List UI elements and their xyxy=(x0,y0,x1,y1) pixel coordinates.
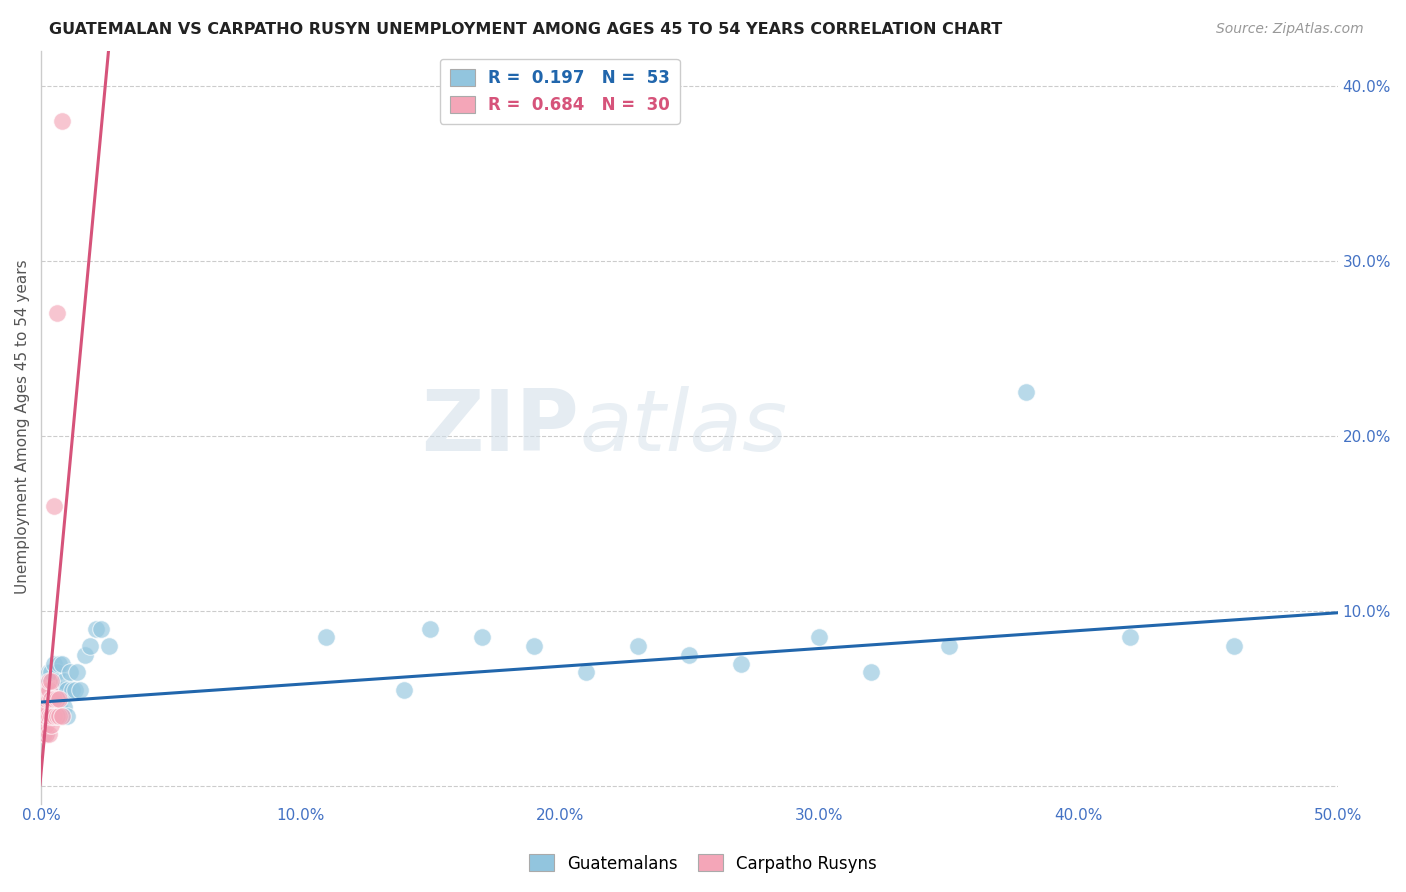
Point xyxy=(38,682,60,697)
Point xyxy=(97,639,120,653)
Point xyxy=(41,709,63,723)
Point xyxy=(42,709,65,723)
Point xyxy=(35,726,58,740)
Point xyxy=(419,622,441,636)
Point xyxy=(35,682,58,697)
Point xyxy=(523,639,546,653)
Point xyxy=(63,682,86,697)
Point xyxy=(42,682,65,697)
Point xyxy=(38,674,60,689)
Legend: R =  0.197   N =  53, R =  0.684   N =  30: R = 0.197 N = 53, R = 0.684 N = 30 xyxy=(440,59,681,124)
Point xyxy=(32,709,55,723)
Point xyxy=(315,630,337,644)
Point xyxy=(48,682,70,697)
Point xyxy=(79,639,101,653)
Y-axis label: Unemployment Among Ages 45 to 54 years: Unemployment Among Ages 45 to 54 years xyxy=(15,260,30,594)
Text: atlas: atlas xyxy=(579,385,787,468)
Point xyxy=(35,709,58,723)
Point xyxy=(575,665,598,680)
Point xyxy=(51,709,73,723)
Point xyxy=(38,674,60,689)
Point xyxy=(51,113,73,128)
Point xyxy=(48,700,70,714)
Point xyxy=(60,682,83,697)
Point xyxy=(38,665,60,680)
Point xyxy=(626,639,648,653)
Point xyxy=(859,665,882,680)
Point xyxy=(45,709,67,723)
Point xyxy=(41,709,63,723)
Point xyxy=(41,674,63,689)
Point xyxy=(1223,639,1246,653)
Point xyxy=(48,709,70,723)
Point xyxy=(84,622,107,636)
Point xyxy=(53,674,76,689)
Legend: Guatemalans, Carpatho Rusyns: Guatemalans, Carpatho Rusyns xyxy=(522,847,884,880)
Point xyxy=(51,709,73,723)
Point xyxy=(41,691,63,706)
Point xyxy=(75,648,97,662)
Point xyxy=(32,691,55,706)
Point xyxy=(678,648,700,662)
Text: GUATEMALAN VS CARPATHO RUSYN UNEMPLOYMENT AMONG AGES 45 TO 54 YEARS CORRELATION : GUATEMALAN VS CARPATHO RUSYN UNEMPLOYMEN… xyxy=(49,22,1002,37)
Point xyxy=(38,726,60,740)
Point xyxy=(392,682,415,697)
Point xyxy=(69,682,91,697)
Point xyxy=(35,700,58,714)
Point xyxy=(56,682,79,697)
Point xyxy=(38,709,60,723)
Point xyxy=(42,499,65,513)
Point xyxy=(1119,630,1142,644)
Point xyxy=(45,691,67,706)
Point xyxy=(35,691,58,706)
Point xyxy=(66,665,89,680)
Point xyxy=(42,657,65,671)
Point xyxy=(42,709,65,723)
Point xyxy=(51,682,73,697)
Point xyxy=(45,306,67,320)
Point xyxy=(41,691,63,706)
Point xyxy=(730,657,752,671)
Point xyxy=(1015,385,1038,400)
Text: Source: ZipAtlas.com: Source: ZipAtlas.com xyxy=(1216,22,1364,37)
Point xyxy=(51,657,73,671)
Point xyxy=(35,691,58,706)
Point xyxy=(45,709,67,723)
Point xyxy=(938,639,960,653)
Point xyxy=(41,718,63,732)
Point xyxy=(35,726,58,740)
Text: ZIP: ZIP xyxy=(422,385,579,468)
Point xyxy=(45,665,67,680)
Point xyxy=(56,709,79,723)
Point xyxy=(32,709,55,723)
Point xyxy=(38,709,60,723)
Point xyxy=(471,630,494,644)
Point xyxy=(35,674,58,689)
Point xyxy=(35,718,58,732)
Point xyxy=(32,700,55,714)
Point xyxy=(42,691,65,706)
Point xyxy=(38,691,60,706)
Point xyxy=(53,700,76,714)
Point xyxy=(32,709,55,723)
Point xyxy=(808,630,831,644)
Point xyxy=(38,691,60,706)
Point xyxy=(48,691,70,706)
Point xyxy=(59,665,82,680)
Point xyxy=(32,726,55,740)
Point xyxy=(48,657,70,671)
Point xyxy=(41,665,63,680)
Point xyxy=(90,622,112,636)
Point xyxy=(32,691,55,706)
Point xyxy=(45,691,67,706)
